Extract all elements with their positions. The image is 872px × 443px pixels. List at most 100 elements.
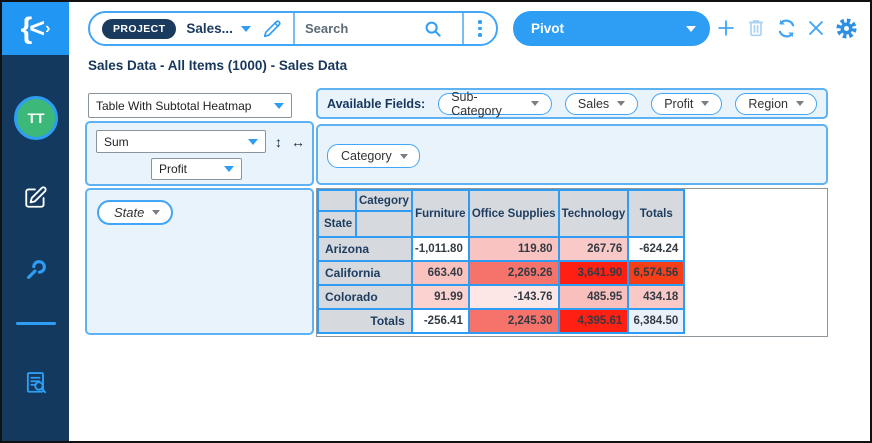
chevron-down-icon <box>224 166 234 172</box>
value-cell: -1,011.80 <box>410 236 470 262</box>
value-cell: 267.76 <box>557 236 630 262</box>
pivot-container: Category Furniture Office Supplies Techn… <box>316 188 828 337</box>
available-fields-label: Available Fields: <box>327 96 426 111</box>
project-badge: PROJECT <box>102 18 177 39</box>
column-field-pill[interactable]: Category <box>327 144 420 168</box>
refresh-icon[interactable] <box>774 16 798 40</box>
value-cell: -143.76 <box>467 284 560 310</box>
avatar-initials: TT <box>27 110 45 126</box>
field-pill-label: Region <box>748 96 788 111</box>
corner-empty-cell <box>317 189 357 212</box>
chevron-down-icon <box>617 101 626 106</box>
aggregation-function-select[interactable]: Sum <box>96 130 266 153</box>
value-cell: 6,384.50 <box>627 308 686 334</box>
value-cell: 4,395.61 <box>557 308 630 334</box>
value-cell: 434.18 <box>627 284 686 310</box>
field-pill-region[interactable]: Region <box>735 92 817 115</box>
close-icon[interactable] <box>804 16 828 40</box>
field-pill-label: Profit <box>664 96 694 111</box>
app-logo[interactable]: { < › <box>2 2 69 55</box>
row-header: California <box>317 260 413 286</box>
columns-drop-zone: Category <box>316 124 828 185</box>
rows-drop-zone: State <box>85 188 314 335</box>
chevron-down-icon <box>686 25 696 32</box>
add-icon[interactable] <box>714 16 738 40</box>
value-cell: 119.80 <box>467 236 560 262</box>
row-header: Arizona <box>317 236 413 262</box>
row-dimension-header: State <box>317 210 357 238</box>
corner-empty-cell <box>355 210 413 238</box>
column-header: Technology <box>557 189 630 238</box>
search-icon[interactable] <box>422 18 444 40</box>
totals-row: Totals -256.41 2,245.30 4,395.61 6,384.5… <box>317 308 686 334</box>
column-header: Totals <box>627 189 686 238</box>
chevron-down-icon[interactable] <box>240 25 251 32</box>
project-name[interactable]: Sales... <box>186 21 233 36</box>
value-cell: -624.24 <box>627 236 686 262</box>
page-title: Sales Data - All Items (1000) - Sales Da… <box>88 58 348 73</box>
aggregation-function-value: Sum <box>104 134 129 149</box>
chart-type-value: Table With Subtotal Heatmap <box>96 98 252 113</box>
value-cell: 663.40 <box>410 260 470 286</box>
chevron-down-icon <box>701 101 710 106</box>
chevron-down-icon <box>248 138 258 145</box>
chevron-down-icon <box>152 210 161 215</box>
avatar[interactable]: TT <box>14 96 58 140</box>
delete-trash-icon[interactable] <box>744 16 768 40</box>
separator <box>462 13 464 44</box>
search-input[interactable] <box>294 21 422 36</box>
value-cell: 91.99 <box>410 284 470 310</box>
resize-horizontal-icon[interactable]: ↔ <box>291 133 305 150</box>
widget-type-select[interactable]: Pivot <box>513 11 710 46</box>
sidebar-divider <box>16 322 56 325</box>
wrench-icon[interactable] <box>21 254 51 284</box>
edit-pencil-icon[interactable] <box>261 18 283 40</box>
document-search-icon[interactable] <box>21 368 51 398</box>
table-row: California 663.40 2,269.26 3,641.90 6,57… <box>317 260 686 286</box>
project-selector: PROJECT Sales... <box>88 11 498 46</box>
field-pill-sales[interactable]: Sales <box>564 92 639 115</box>
row-field-pill[interactable]: State <box>97 200 174 225</box>
value-cell: 6,574.56 <box>627 260 686 286</box>
logo-brace-glyph: { <box>20 11 33 45</box>
value-cell: 2,245.30 <box>467 308 560 334</box>
available-fields-bar: Available Fields: Sub-Category Sales Pro… <box>316 88 828 119</box>
top-bar: PROJECT Sales... Pivot <box>69 2 870 55</box>
field-pill-profit[interactable]: Profit <box>651 92 723 115</box>
column-header: Furniture <box>410 189 470 238</box>
sidebar: { < › TT <box>2 2 69 441</box>
resize-vertical-icon[interactable]: ↕ <box>275 133 282 150</box>
row-field-label: State <box>114 205 145 220</box>
table-row: Arizona -1,011.80 119.80 267.76 -624.24 <box>317 236 686 262</box>
measure-field-select[interactable]: Profit <box>151 158 242 180</box>
chart-type-select[interactable]: Table With Subtotal Heatmap <box>88 93 292 118</box>
separator <box>292 13 295 44</box>
value-cell: 2,269.26 <box>467 260 560 286</box>
logo-chevron-glyph: < <box>29 13 46 43</box>
compose-icon[interactable] <box>21 182 51 212</box>
column-dimension-header: Category <box>355 189 413 212</box>
value-cell: 3,641.90 <box>557 260 630 286</box>
toolbar-icons <box>714 16 858 40</box>
pivot-table: Category Furniture Office Supplies Techn… <box>317 189 686 334</box>
settings-gear-icon[interactable] <box>834 16 858 40</box>
logo-chevron-small-glyph: › <box>45 19 51 37</box>
field-pill-label: Sub-Category <box>451 89 502 118</box>
measure-panel: Sum ↕ ↔ Profit <box>85 121 314 186</box>
column-field-label: Category <box>341 149 392 163</box>
row-header: Colorado <box>317 284 413 310</box>
kebab-menu-icon[interactable] <box>464 20 496 37</box>
column-header: Office Supplies <box>467 189 560 238</box>
totals-row-header: Totals <box>317 308 413 334</box>
measure-field-value: Profit <box>159 162 188 176</box>
chevron-down-icon <box>530 101 539 106</box>
table-row: Colorado 91.99 -143.76 485.95 434.18 <box>317 284 686 310</box>
widget-type-value: Pivot <box>531 21 565 36</box>
chevron-down-icon <box>796 101 804 106</box>
field-pill-label: Sales <box>577 96 610 111</box>
value-cell: 485.95 <box>557 284 630 310</box>
field-pill-subcategory[interactable]: Sub-Category <box>438 89 552 118</box>
value-cell: -256.41 <box>410 308 470 334</box>
chevron-down-icon <box>399 153 408 159</box>
